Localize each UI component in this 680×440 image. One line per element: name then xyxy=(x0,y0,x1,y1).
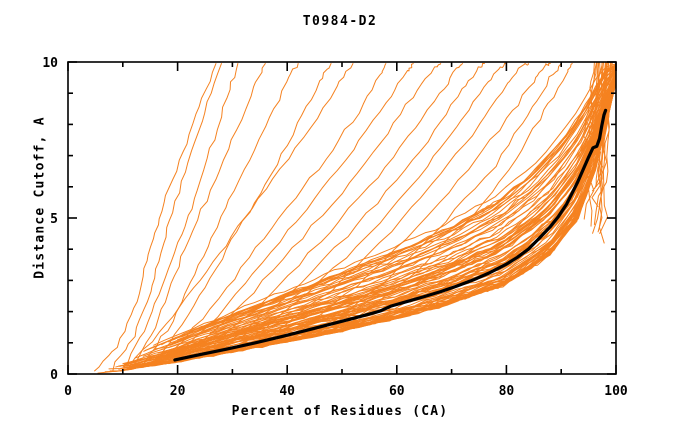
chart-curve xyxy=(200,69,616,339)
x-tick-label: 80 xyxy=(499,384,515,399)
chart-curve xyxy=(593,62,605,172)
chart-curve xyxy=(168,65,616,344)
chart-curve xyxy=(143,65,616,352)
chart-curve xyxy=(166,63,387,359)
chart-curve xyxy=(176,63,414,358)
chart-curve xyxy=(155,63,332,362)
chart-curve xyxy=(168,78,616,365)
chart-curve xyxy=(584,62,601,156)
chart-curve xyxy=(160,71,616,355)
chart-curve xyxy=(258,62,529,347)
x-tick-label: 0 xyxy=(64,384,72,399)
chart-curve xyxy=(161,77,616,359)
x-tick-label: 20 xyxy=(170,384,186,399)
y-tick-label: 0 xyxy=(50,368,58,383)
chart-curve xyxy=(97,81,616,374)
curves-group xyxy=(94,62,616,374)
x-tick-label: 40 xyxy=(279,384,295,399)
chart-curve xyxy=(157,71,616,354)
chart-curve xyxy=(104,78,616,373)
chart-curve xyxy=(133,63,266,365)
chart-curve xyxy=(587,62,599,227)
chart-curve xyxy=(128,63,354,368)
y-tick-label: 5 xyxy=(50,212,58,227)
chart-curve xyxy=(173,66,616,340)
chart-curve xyxy=(220,62,485,349)
chart-curve xyxy=(313,63,562,338)
chart-curve xyxy=(122,63,239,369)
chart-curve xyxy=(599,62,613,234)
chart-curve xyxy=(143,63,299,366)
chart-curve xyxy=(598,62,611,244)
chart-curve xyxy=(286,63,551,343)
chart-curve xyxy=(209,69,616,333)
chart-curve xyxy=(154,75,616,360)
chart-curve xyxy=(94,63,217,372)
axes-group: 0 20 40 60 80 100 0 5 10 xyxy=(42,56,628,399)
y-axis-label: Distance Cutoff, A xyxy=(32,116,48,279)
x-axis-label: Percent of Residues (CA) xyxy=(231,404,449,419)
chart-curve xyxy=(112,63,222,372)
chart-curve xyxy=(142,68,616,357)
chart-curve xyxy=(153,63,616,346)
chart-curve xyxy=(592,62,603,171)
chart-title: T0984-D2 xyxy=(302,14,378,29)
chart-curve xyxy=(134,67,616,359)
chart-curve xyxy=(173,75,616,354)
y-tick-label: 10 xyxy=(42,56,58,71)
x-tick-label: 100 xyxy=(604,384,628,399)
chart-curve xyxy=(580,62,595,152)
chart-curve xyxy=(188,63,442,356)
chart-curve xyxy=(209,67,616,334)
chart-curve xyxy=(171,75,616,358)
chart-curve xyxy=(205,63,464,353)
chart-curve xyxy=(173,108,608,362)
chart-curve xyxy=(588,62,603,152)
chart-curve xyxy=(167,64,616,343)
chart-curve xyxy=(122,77,616,368)
x-tick-label: 60 xyxy=(389,384,405,399)
chart-curve xyxy=(342,63,573,333)
chart-curve xyxy=(237,62,507,348)
